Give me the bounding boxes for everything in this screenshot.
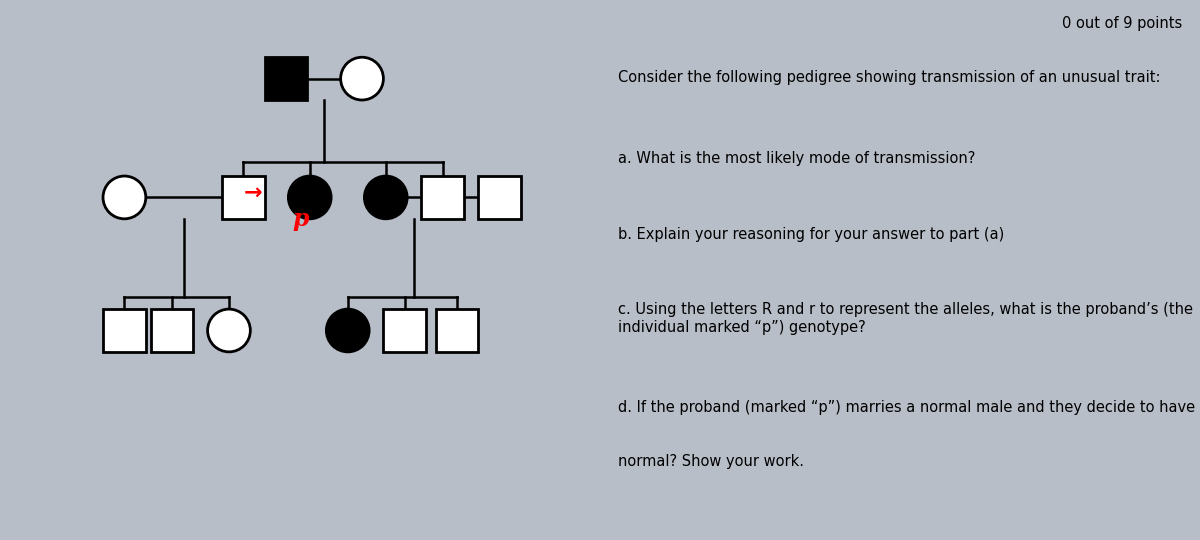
Bar [103,309,146,352]
Text: →: → [244,183,263,202]
Text: a. What is the most likely mode of transmission?: a. What is the most likely mode of trans… [618,151,976,166]
Bar [384,309,426,352]
Text: Consider the following pedigree showing transmission of an unusual trait:: Consider the following pedigree showing … [618,70,1160,85]
Text: b. Explain your reasoning for your answer to part (a): b. Explain your reasoning for your answe… [618,227,1004,242]
Circle shape [103,176,146,219]
Bar [222,176,265,219]
Text: d. If the proband (marked “p”) marries a normal male and they decide to have 2 c: d. If the proband (marked “p”) marries a… [618,400,1200,415]
Text: normal? Show your work.: normal? Show your work. [618,454,804,469]
Text: c. Using the letters R and r to represent the alleles, what is the proband’s (th: c. Using the letters R and r to represen… [618,302,1193,335]
Bar [150,309,193,352]
Circle shape [341,57,384,100]
Bar [479,176,521,219]
Text: 0 out of 9 points: 0 out of 9 points [1062,16,1182,31]
Text: p: p [292,207,308,231]
Circle shape [365,176,407,219]
Circle shape [288,176,331,219]
Bar [436,309,479,352]
Circle shape [208,309,251,352]
Bar [421,176,464,219]
Bar [265,57,307,100]
Circle shape [326,309,370,352]
